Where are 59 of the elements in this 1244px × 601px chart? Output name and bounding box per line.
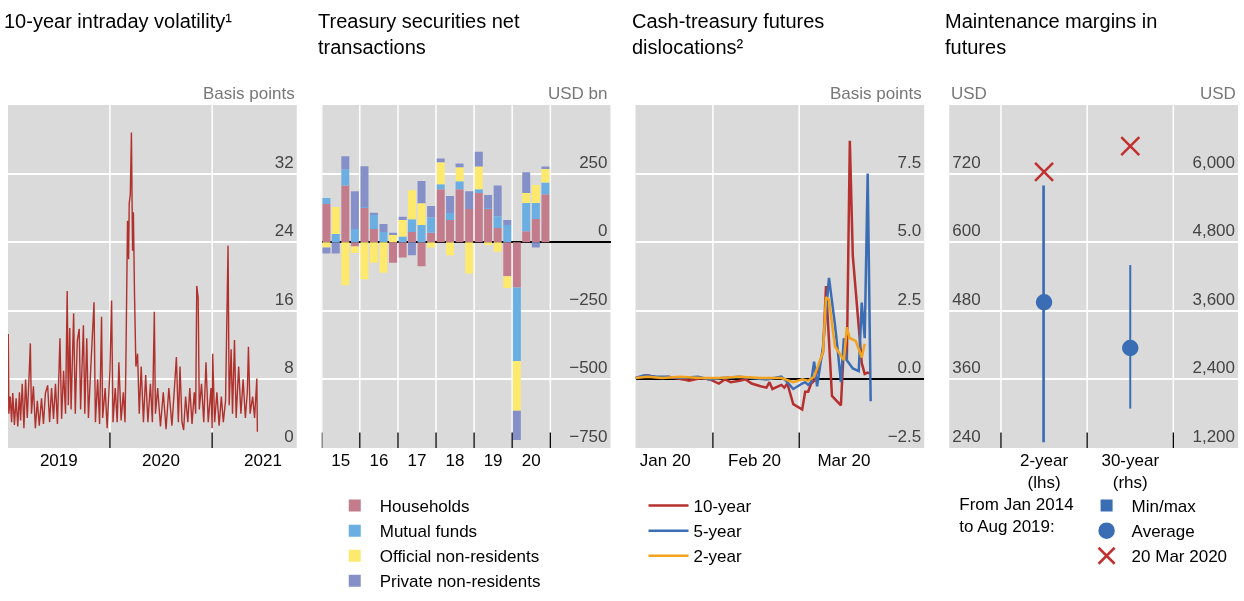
y2-tick-label: 6,000 (1192, 152, 1235, 172)
y2-tick-label: 1,200 (1192, 427, 1235, 447)
y2-tick-label: 2,400 (1192, 358, 1235, 378)
chart-title: Treasury securities net transactions (318, 10, 520, 58)
x-tick-label: 2-year (lhs) (1019, 451, 1069, 493)
x-tick-label: 16 (369, 451, 389, 470)
y-tick-label: −250 (569, 289, 608, 309)
y2-axis-title: USD (1200, 84, 1236, 103)
x-tick-label: Feb 20 (728, 451, 782, 470)
x-tick-label: 19 (483, 451, 503, 470)
chart-title: Cash-treasury futures dislocations² (632, 10, 825, 58)
y-tick-label: 600 (952, 221, 981, 241)
x-tick-label: 17 (407, 451, 427, 470)
y2-tick-label: 3,600 (1192, 289, 1235, 309)
y-tick-label: 5.0 (897, 221, 922, 241)
x-tick-label: 2021 (244, 451, 282, 470)
legend-label: 20 Mar 2020 (1131, 547, 1228, 567)
x-tick-label: Jan 20 (639, 451, 691, 470)
y-tick-label: −750 (569, 427, 608, 447)
legend-label: Average (1131, 522, 1195, 542)
y-tick-label: 480 (952, 289, 981, 309)
x-tick-label: 2020 (142, 451, 180, 470)
x-tick-label: 30-year (rhs) (1101, 451, 1160, 493)
legend-label: Official non-residents (379, 547, 540, 567)
y-axis-title: Basis points (203, 84, 295, 103)
y-tick-label: 0 (598, 221, 608, 241)
y-tick-label: 32 (274, 152, 294, 172)
legend-label: Households (379, 497, 470, 517)
x-tick-label: Mar 20 (817, 451, 871, 470)
y-axis-title: USD (951, 84, 987, 103)
y2-tick-label: 4,800 (1192, 221, 1235, 241)
y-tick-label: 720 (952, 152, 981, 172)
y-tick-label: −500 (569, 358, 608, 378)
legend-label: 2-year (693, 547, 743, 567)
legend-label: 10-year (693, 497, 752, 517)
y-tick-label: 24 (274, 221, 294, 241)
y-tick-label: 0 (284, 427, 294, 447)
chart-title: 10-year intraday volatility¹ (4, 10, 233, 32)
legend-label: Mutual funds (379, 522, 478, 542)
y-tick-label: 7.5 (897, 152, 922, 172)
y-tick-label: −2.5 (887, 427, 922, 447)
chart-title: Maintenance margins in futures (945, 10, 1158, 58)
legend-label: Private non-residents (379, 572, 541, 592)
x-tick-label: 15 (331, 451, 351, 470)
y-tick-label: 360 (952, 358, 981, 378)
y-tick-label: 240 (952, 427, 981, 447)
x-tick-label: 18 (445, 451, 465, 470)
y-tick-label: 16 (274, 289, 294, 309)
legend-label: 5-year (693, 522, 743, 542)
y-tick-label: 8 (284, 358, 294, 378)
x-tick-label: 20 (521, 451, 541, 470)
x-tick-label: 2019 (39, 451, 78, 470)
y-tick-label: 0.0 (897, 358, 922, 378)
y-tick-label: 2.5 (897, 289, 922, 309)
y-axis-title: Basis points (830, 84, 922, 103)
y-axis-title: USD bn (548, 84, 608, 103)
legend-title: From Jan 2014 to Aug 2019: (959, 495, 1074, 537)
legend-label: Min/max (1131, 497, 1197, 517)
y-tick-label: 250 (579, 152, 608, 172)
